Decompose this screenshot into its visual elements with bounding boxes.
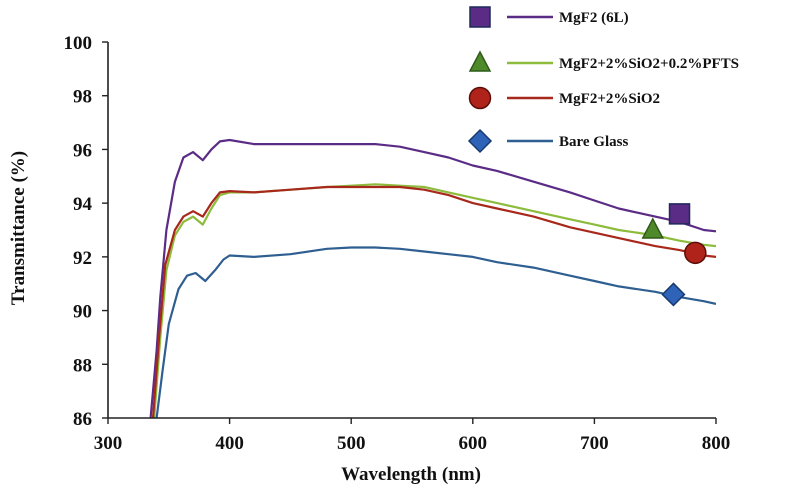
y-tick-label: 96	[73, 140, 92, 161]
series-marker-0	[668, 203, 691, 225]
legend-marker-1	[468, 50, 492, 72]
series-marker-1	[641, 217, 665, 239]
series-line-2	[151, 185, 716, 418]
y-tick-label: 92	[73, 248, 92, 269]
series-line-1	[153, 183, 716, 418]
legend-label-1: MgF2+2%SiO2+0.2%PFTS	[559, 56, 739, 72]
plot-lines	[149, 138, 716, 418]
series-line-3	[155, 246, 716, 418]
y-tick-label: 88	[73, 355, 92, 376]
legend-label-3: Bare Glass	[559, 134, 628, 150]
series-marker-2	[684, 241, 707, 265]
y-axis-title: Transmittance (%)	[8, 151, 29, 305]
series-markers	[641, 203, 707, 307]
x-tick-label: 400	[215, 433, 244, 454]
series-marker-3	[661, 282, 686, 307]
legend-label-0: MgF2 (6L)	[559, 10, 629, 26]
x-axis-title: Wavelength (nm)	[341, 464, 481, 485]
x-tick-label: 800	[702, 433, 731, 454]
legend-label-2: MgF2+2%SiO2	[559, 91, 660, 107]
y-tick-label: 86	[73, 409, 92, 430]
legend-marker-2	[468, 86, 492, 110]
legend: MgF2 (6L) MgF2+2%SiO2+0.2%PFTS MgF2+2%SiO2…	[467, 6, 739, 154]
x-tick-label: 600	[459, 433, 488, 454]
x-tick-label: 500	[337, 433, 366, 454]
y-tick-label: 94	[73, 194, 93, 215]
x-tick-label: 700	[580, 433, 609, 454]
legend-marker-3	[467, 128, 493, 154]
legend-marker-0	[469, 6, 491, 28]
axes: 300 400 500 600 700 800 86 88 90 92 94 96 98 100	[64, 33, 731, 454]
y-tick-label: 98	[73, 87, 92, 108]
series-line-0	[149, 138, 716, 418]
x-tick-label: 300	[94, 433, 123, 454]
y-tick-label: 100	[64, 33, 93, 54]
y-tick-label: 90	[73, 302, 92, 323]
